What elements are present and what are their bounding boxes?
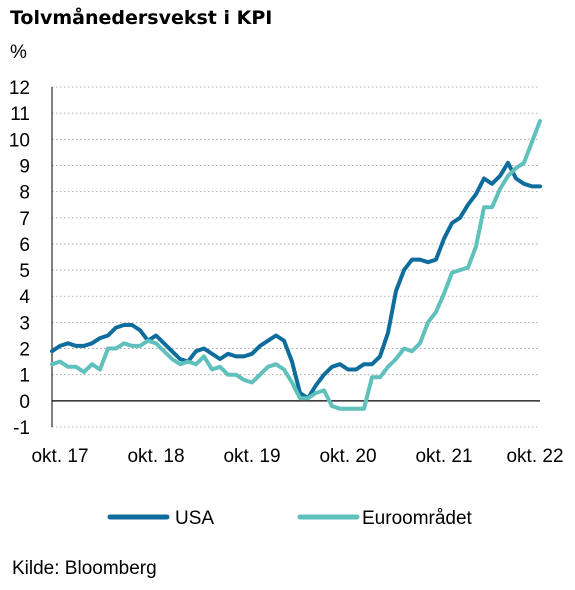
series-line-usa	[50, 160, 542, 401]
x-tick-label: okt. 19	[223, 446, 280, 467]
legend-label: Euroområdet	[362, 508, 473, 529]
y-tick-label: 10	[9, 130, 30, 151]
y-tick-label: 11	[10, 104, 30, 125]
y-tick-label: 9	[19, 156, 30, 177]
y-tick-label: 7	[19, 209, 30, 230]
y-axis-unit: %	[10, 42, 27, 63]
y-tick-label: -1	[13, 418, 30, 439]
y-tick-label: 0	[19, 392, 30, 413]
y-tick-label: 4	[19, 287, 30, 308]
x-tick-label: okt. 21	[415, 446, 472, 467]
y-tick-label: 2	[19, 340, 30, 361]
x-tick-label: okt. 18	[127, 446, 184, 467]
y-tick-label: 12	[9, 78, 30, 99]
y-tick-label: 5	[19, 261, 30, 282]
series-lines	[50, 119, 542, 411]
chart-title: Tolvmånedersvekst i KPI	[10, 5, 272, 29]
legend-label: USA	[175, 508, 214, 529]
x-tick-label: okt. 20	[319, 446, 376, 467]
y-tick-label: 8	[19, 183, 30, 204]
x-tick-label: okt. 17	[31, 446, 88, 467]
y-tick-label: 1	[19, 366, 30, 387]
y-tick-label: 6	[19, 235, 30, 256]
source-note: Kilde: Bloomberg	[12, 558, 157, 579]
series-line-euro-area	[50, 119, 542, 411]
x-tick-labels: okt. 17 okt. 18 okt. 19 okt. 20 okt. 21 okt. …	[31, 446, 563, 467]
legend: USA Euroområdet	[107, 508, 473, 529]
y-tick-label: 3	[19, 313, 30, 334]
x-tick-label: okt. 22	[506, 446, 563, 467]
